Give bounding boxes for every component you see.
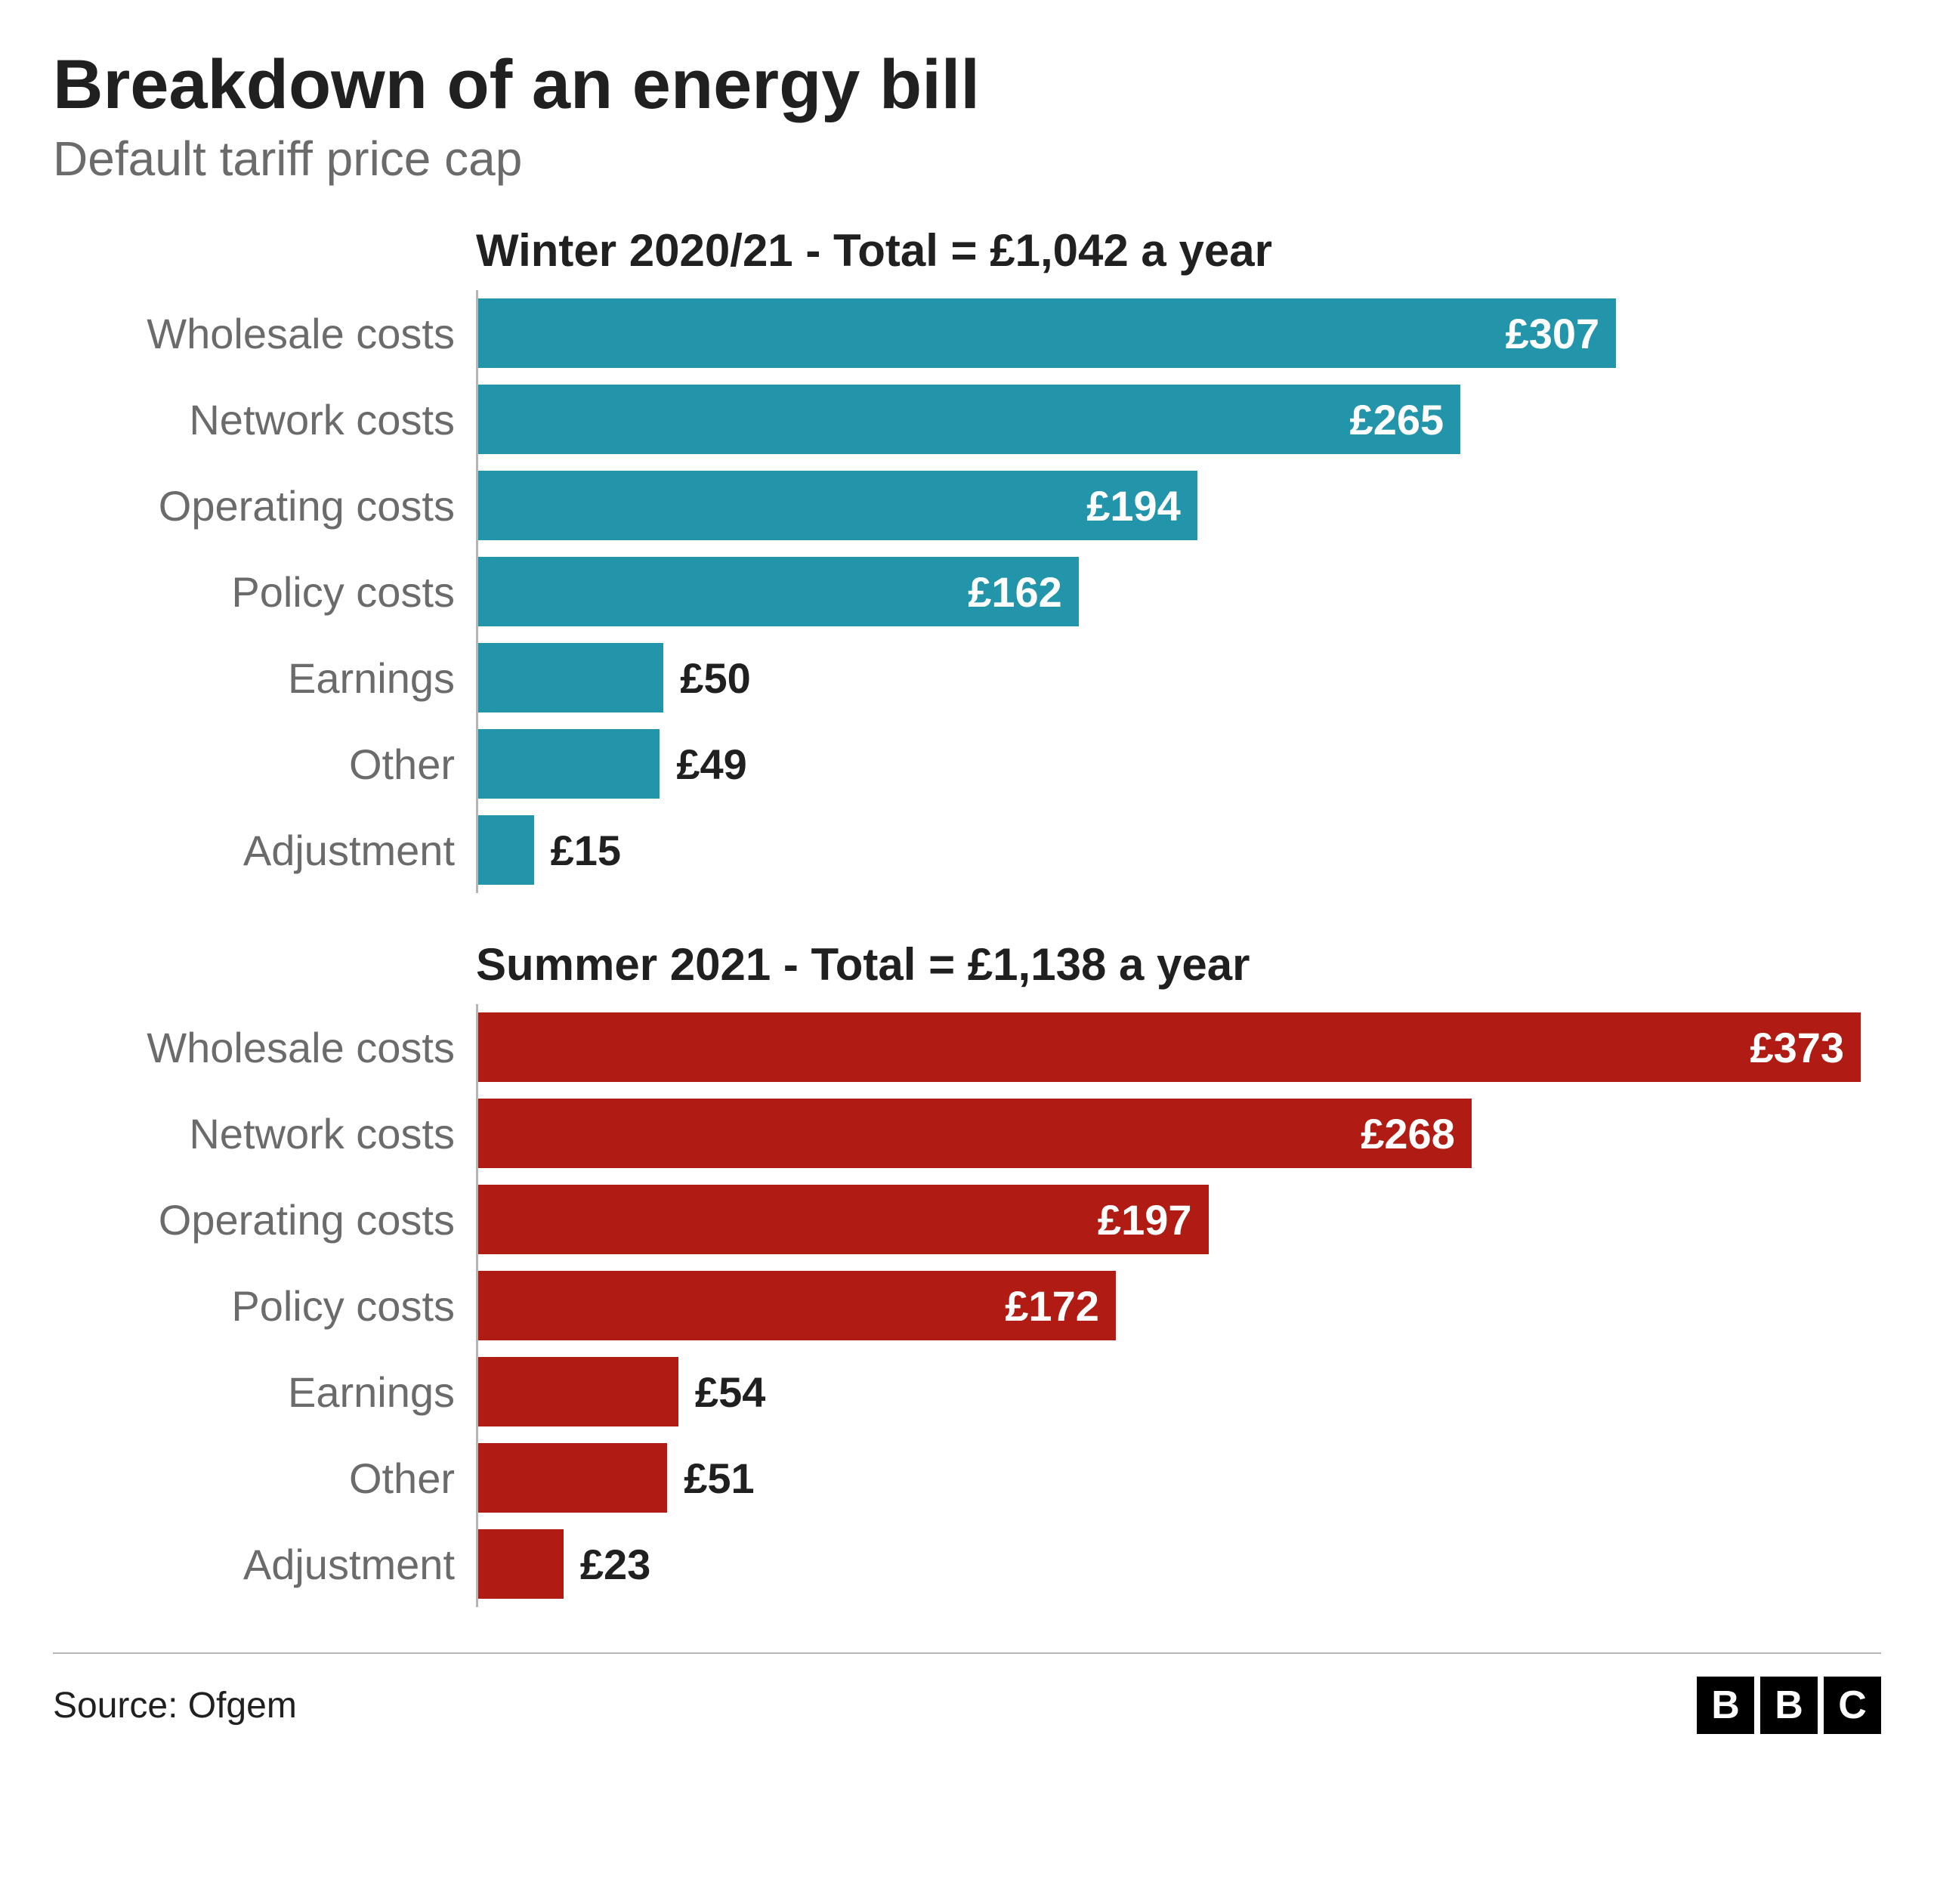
bar-row: Wholesale costs £373 [53, 1004, 1881, 1090]
bar-row: Policy costs £162 [53, 549, 1881, 635]
bar-value: £162 [968, 567, 1062, 617]
bar-value: £194 [1086, 481, 1181, 530]
source-text: Source: Ofgem [53, 1685, 297, 1726]
bar-value: £51 [684, 1454, 754, 1503]
bar: £307 [478, 298, 1616, 368]
bar-area: £54 [476, 1349, 1881, 1435]
bar-row: Adjustment £15 [53, 807, 1881, 893]
bar [478, 729, 660, 799]
bar-row: Earnings £54 [53, 1349, 1881, 1435]
chart-heading: Summer 2021 - Total = £1,138 a year [476, 938, 1881, 991]
bar: £194 [478, 471, 1197, 540]
bar-row: Network costs £268 [53, 1090, 1881, 1176]
chart-title: Breakdown of an energy bill [53, 45, 1881, 125]
bar-row: Network costs £265 [53, 376, 1881, 462]
bar-area: £265 [476, 376, 1881, 462]
logo-letter: B [1697, 1677, 1754, 1734]
bar-value: £54 [695, 1368, 765, 1417]
bar: £373 [478, 1012, 1861, 1082]
category-label: Earnings [53, 654, 476, 703]
logo-letter: C [1824, 1677, 1881, 1734]
bar-row: Wholesale costs £307 [53, 290, 1881, 376]
logo-letter: B [1760, 1677, 1818, 1734]
bar-area: £15 [476, 807, 1881, 893]
bar-value: £50 [680, 654, 750, 703]
bar-row: Earnings £50 [53, 635, 1881, 721]
bar [478, 1529, 564, 1599]
bar-area: £162 [476, 549, 1881, 635]
category-label: Other [53, 1454, 476, 1503]
bar-area: £194 [476, 462, 1881, 549]
bar: £268 [478, 1099, 1472, 1168]
category-label: Policy costs [53, 567, 476, 617]
chart-block: Summer 2021 - Total = £1,138 a yearWhole… [53, 938, 1881, 1607]
category-label: Network costs [53, 1109, 476, 1158]
bar: £197 [478, 1185, 1209, 1254]
bar-row: Other £51 [53, 1435, 1881, 1521]
bar-value: £373 [1750, 1023, 1844, 1072]
bar-area: £172 [476, 1263, 1881, 1349]
bar-area: £197 [476, 1176, 1881, 1263]
bar: £265 [478, 385, 1460, 454]
category-label: Wholesale costs [53, 1023, 476, 1072]
bar-value: £23 [580, 1540, 650, 1589]
bar-value: £197 [1098, 1195, 1192, 1244]
bar-area: £307 [476, 290, 1881, 376]
category-label: Adjustment [53, 826, 476, 875]
bar-area: £268 [476, 1090, 1881, 1176]
bar-area: £23 [476, 1521, 1881, 1607]
bar-area: £373 [476, 1004, 1881, 1090]
bbc-logo: BBC [1697, 1677, 1881, 1734]
bar-value: £15 [551, 826, 621, 875]
bar-value: £307 [1506, 309, 1600, 358]
chart-heading: Winter 2020/21 - Total = £1,042 a year [476, 224, 1881, 277]
bar-value: £49 [676, 740, 746, 789]
category-label: Earnings [53, 1368, 476, 1417]
bar-value: £172 [1005, 1281, 1099, 1331]
bar-value: £268 [1361, 1109, 1455, 1158]
bar-row: Adjustment £23 [53, 1521, 1881, 1607]
category-label: Network costs [53, 395, 476, 444]
charts-container: Winter 2020/21 - Total = £1,042 a yearWh… [53, 224, 1881, 1607]
category-label: Operating costs [53, 1195, 476, 1244]
bar-row: Policy costs £172 [53, 1263, 1881, 1349]
bar-row: Operating costs £197 [53, 1176, 1881, 1263]
category-label: Adjustment [53, 1540, 476, 1589]
bar [478, 1357, 678, 1426]
bar [478, 1443, 667, 1513]
bar [478, 643, 663, 712]
bar: £172 [478, 1271, 1116, 1340]
category-label: Other [53, 740, 476, 789]
chart-block: Winter 2020/21 - Total = £1,042 a yearWh… [53, 224, 1881, 893]
bar-value: £265 [1350, 395, 1444, 444]
chart-subtitle: Default tariff price cap [53, 131, 1881, 187]
bar [478, 815, 534, 885]
bar-area: £49 [476, 721, 1881, 807]
bar-area: £50 [476, 635, 1881, 721]
category-label: Operating costs [53, 481, 476, 530]
bar-row: Other £49 [53, 721, 1881, 807]
bar: £162 [478, 557, 1079, 626]
bar-area: £51 [476, 1435, 1881, 1521]
category-label: Policy costs [53, 1281, 476, 1331]
bar-row: Operating costs £194 [53, 462, 1881, 549]
footer: Source: Ofgem BBC [53, 1652, 1881, 1734]
category-label: Wholesale costs [53, 309, 476, 358]
